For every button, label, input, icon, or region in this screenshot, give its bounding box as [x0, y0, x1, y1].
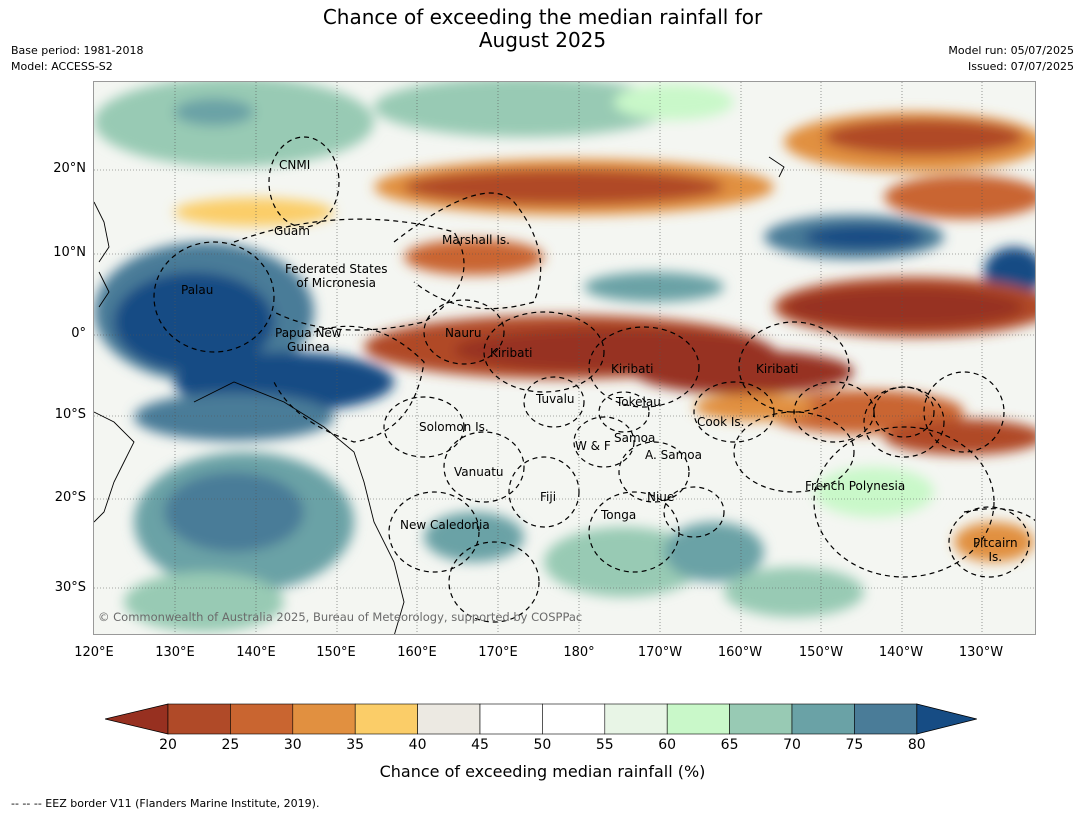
- lon-label-170e: 170°E: [478, 645, 518, 660]
- lon-label-130w: 130°W: [958, 645, 1004, 660]
- lon-label-150e: 150°E: [316, 645, 356, 660]
- label-palau: Palau: [181, 283, 214, 297]
- colorbar-tick-label: 45: [471, 737, 489, 753]
- label-papua-new-guinea: Papua New Guinea: [275, 326, 342, 354]
- colorbar-cell: [666, 703, 730, 735]
- issued-date: Issued: 07/07/2025: [967, 60, 1074, 73]
- label-cnmi: CNMI: [279, 158, 311, 172]
- colorbar-cell: [604, 703, 668, 735]
- lon-label-120e: 120°E: [74, 645, 114, 660]
- label-pitcairn: Pitcairn Is.: [973, 536, 1018, 564]
- colorbar-tick-label: 70: [783, 737, 801, 753]
- colorbar-tick-label: 35: [346, 737, 365, 753]
- copyright-credit: © Commonwealth of Australia 2025, Bureau…: [98, 610, 583, 624]
- metadata-right: Model run: 05/07/2025 Issued: 07/07/2025: [948, 43, 1074, 75]
- rainfall-map: [93, 81, 1036, 635]
- label-kiribati-west: Kiribati: [490, 346, 533, 360]
- colorbar-tick-label: 80: [907, 737, 926, 753]
- lon-label-140e: 140°E: [236, 645, 276, 660]
- colorbar-cell: [479, 703, 543, 735]
- eez-legend-note: -- -- -- EEZ border V11 (Flanders Marine…: [11, 797, 320, 810]
- model-name: Model: ACCESS-S2: [11, 60, 113, 73]
- lon-label-160e: 160°E: [397, 645, 437, 660]
- colorbar-extend-low: [105, 703, 169, 735]
- label-guam: Guam: [274, 224, 310, 238]
- title-line-1: Chance of exceeding the median rainfall …: [322, 5, 763, 29]
- colorbar-cell: [230, 703, 294, 735]
- map-graphic: [94, 82, 1035, 634]
- label-vanuatu: Vanuatu: [454, 465, 504, 479]
- label-solomon-islands: Solomon Is.: [419, 420, 489, 434]
- eez-borders: [153, 136, 1035, 623]
- label-new-caledonia: New Caledonia: [400, 518, 490, 532]
- lat-label-20n: 20°N: [53, 161, 86, 176]
- title-line-2: August 2025: [478, 28, 607, 52]
- colorbar-tick-label: 30: [283, 737, 302, 753]
- colorbar-cell: [542, 703, 606, 735]
- label-kiribati-east: Kiribati: [756, 362, 799, 376]
- label-tokelau: Tokelau: [616, 395, 661, 409]
- colorbar-cells: [105, 703, 977, 735]
- label-french-polynesia: French Polynesia: [805, 479, 906, 493]
- colorbar: [105, 703, 977, 735]
- label-cook-islands: Cook Is.: [697, 415, 745, 429]
- lon-label-140w: 140°W: [878, 645, 924, 660]
- coastlines: [94, 156, 785, 634]
- colorbar-tick-label: 25: [221, 737, 240, 753]
- label-png-line2: Guinea: [287, 340, 330, 354]
- label-marshall-islands: Marshall Is.: [442, 233, 510, 247]
- colorbar-tick-label: 20: [159, 737, 177, 753]
- colorbar-tick-label: 50: [533, 737, 552, 753]
- label-tuvalu: Tuvalu: [536, 392, 575, 406]
- label-samoa: Samoa: [614, 431, 656, 445]
- colorbar-cell: [729, 703, 793, 735]
- lon-label-170w: 170°W: [637, 645, 683, 660]
- label-nauru: Nauru: [445, 326, 482, 340]
- colorbar-tick-label: 55: [595, 737, 614, 753]
- lat-label-10n: 10°N: [53, 245, 86, 260]
- model-run: Model run: 05/07/2025: [948, 44, 1074, 57]
- label-american-samoa: A. Samoa: [645, 448, 702, 462]
- colorbar-cell: [417, 703, 481, 735]
- colorbar-cell: [354, 703, 418, 735]
- label-pitcairn-line1: Pitcairn: [973, 536, 1018, 550]
- colorbar-cell: [292, 703, 356, 735]
- lon-label-150w: 150°W: [798, 645, 844, 660]
- colorbar-tick-label: 60: [658, 737, 677, 753]
- lat-label-0: 0°: [71, 326, 86, 341]
- label-png-line1: Papua New: [275, 326, 342, 340]
- label-kiribati-central: Kiribati: [611, 362, 654, 376]
- colorbar-label: Chance of exceeding median rainfall (%): [379, 762, 706, 781]
- graticule: [94, 82, 1035, 634]
- map-title: Chance of exceeding the median rainfall …: [0, 6, 1085, 52]
- label-niue: Niue: [647, 490, 675, 504]
- colorbar-cell: [791, 703, 855, 735]
- lon-label-160w: 160°W: [717, 645, 763, 660]
- lat-label-20s: 20°S: [54, 490, 86, 505]
- lon-label-130e: 130°E: [155, 645, 195, 660]
- lat-label-10s: 10°S: [54, 407, 86, 422]
- rainfall-field: [94, 82, 1035, 632]
- label-wallis-futuna: W & F: [575, 439, 611, 453]
- label-tonga: Tonga: [601, 508, 637, 522]
- lon-label-180: 180°: [563, 645, 595, 660]
- label-pitcairn-line2: Is.: [988, 550, 1003, 564]
- base-period: Base period: 1981-2018: [11, 44, 144, 57]
- label-micronesia-line1: Federated States: [285, 262, 388, 276]
- label-micronesia: Federated States of Micronesia: [285, 262, 387, 290]
- colorbar-extend-high: [916, 703, 977, 735]
- colorbar-tick-label: 40: [408, 737, 427, 753]
- colorbar-cell: [167, 703, 231, 735]
- metadata-left: Base period: 1981-2018 Model: ACCESS-S2: [11, 43, 143, 75]
- label-fiji: Fiji: [540, 490, 557, 504]
- label-micronesia-line2: of Micronesia: [296, 276, 377, 290]
- colorbar-tick-label: 65: [720, 737, 739, 753]
- colorbar-cell: [854, 703, 918, 735]
- colorbar-tick-label: 75: [845, 737, 864, 753]
- lat-label-30s: 30°S: [54, 580, 86, 595]
